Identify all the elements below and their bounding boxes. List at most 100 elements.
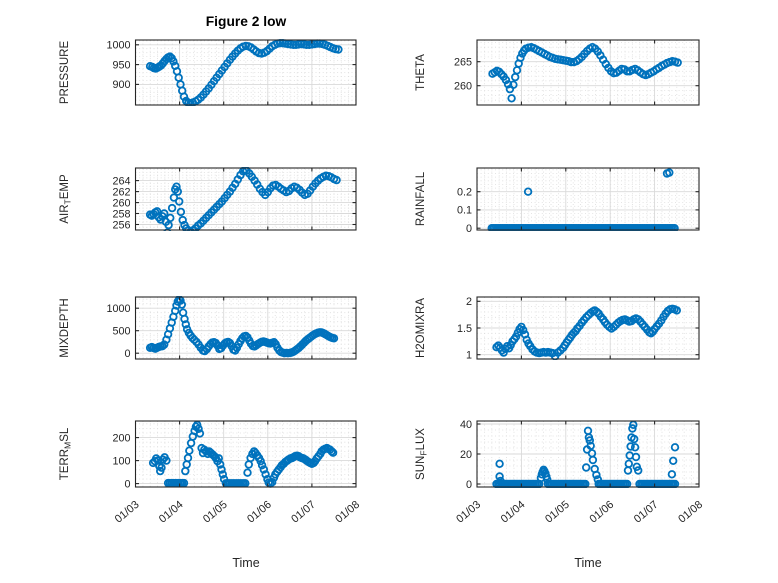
minor-grid xyxy=(477,168,699,230)
marker xyxy=(166,213,175,223)
marker xyxy=(495,459,504,468)
marker xyxy=(181,320,190,329)
marker xyxy=(626,442,635,451)
marker xyxy=(172,182,181,191)
marker xyxy=(503,80,513,89)
y-axis-label-part: EMP xyxy=(59,174,71,199)
minor-grid xyxy=(135,297,356,359)
marker xyxy=(163,228,172,231)
y-tick-label: 260 xyxy=(112,197,130,209)
data-points xyxy=(487,168,679,231)
axis-ticks xyxy=(135,40,356,105)
axis-ticks xyxy=(477,297,699,359)
axes-box xyxy=(476,39,700,106)
axes-box xyxy=(476,167,700,231)
y-tick-label: 0.2 xyxy=(457,187,472,199)
marker xyxy=(628,424,637,433)
marker xyxy=(670,443,680,452)
y-axis-label-part: AIR xyxy=(59,205,71,224)
marker xyxy=(631,452,641,462)
x-tick-label: 01/08 xyxy=(676,499,705,526)
marker xyxy=(215,460,225,469)
marker xyxy=(243,468,252,477)
y-tick-label: 200 xyxy=(112,432,130,444)
marker xyxy=(624,459,633,468)
marker xyxy=(516,53,525,62)
marker xyxy=(669,456,678,465)
y-axis-label-theta: THETA xyxy=(415,54,427,91)
axis-ticks xyxy=(135,421,356,487)
marker xyxy=(257,461,267,470)
y-axis-label-sunflux: SUNFLUX xyxy=(415,428,429,480)
data-points xyxy=(488,43,682,103)
y-tick-label: 260 xyxy=(454,81,472,93)
y-tick-label: 0 xyxy=(466,223,472,235)
x-tick-label: 01/05 xyxy=(201,499,230,526)
subplot-theta: 260 265 THETA xyxy=(415,39,700,106)
marker xyxy=(157,463,166,472)
y-axis-label-part: PRESSURE xyxy=(59,41,71,105)
y-tick-label: 100 xyxy=(112,455,130,467)
marker xyxy=(509,80,518,89)
marker xyxy=(189,335,199,344)
marker xyxy=(176,207,186,217)
marker xyxy=(170,306,180,316)
axis-ticks xyxy=(477,421,699,487)
marker xyxy=(507,94,516,103)
axes-box xyxy=(134,420,357,488)
y-axis-label-part: RAINFALL xyxy=(415,171,427,226)
marker xyxy=(519,325,528,335)
marker xyxy=(186,438,196,448)
y-axis-label-rainfall: RAINFALL xyxy=(415,171,427,226)
marker xyxy=(623,466,633,475)
marker xyxy=(181,466,190,476)
y-tick-label: 0 xyxy=(124,478,130,490)
marker xyxy=(158,342,167,351)
x-axis-label-right: Time xyxy=(574,556,601,570)
subplot-mixdepth: 0 500 1000 MIXDEPTH xyxy=(59,296,357,360)
axes-box xyxy=(134,167,357,231)
marker xyxy=(180,314,189,324)
axis-ticks xyxy=(477,40,699,105)
marker xyxy=(173,187,182,196)
marker xyxy=(169,57,178,66)
x-tick-label: 01/06 xyxy=(245,499,274,526)
y-axis-label-part: THETA xyxy=(415,54,427,91)
marker xyxy=(195,429,205,438)
marker xyxy=(592,307,602,317)
marker xyxy=(327,447,336,456)
y-tick-label: 264 xyxy=(112,175,130,187)
marker xyxy=(523,187,533,196)
y-axis-label-subscript: M xyxy=(63,442,73,449)
marker xyxy=(582,463,591,472)
marker xyxy=(177,300,186,309)
axes-box xyxy=(134,39,357,106)
marker xyxy=(588,455,598,465)
y-axis-label-part: MIXDEPTH xyxy=(59,298,71,357)
marker xyxy=(670,224,679,231)
marker xyxy=(667,470,677,479)
marker xyxy=(167,203,177,213)
x-axis-label-left: Time xyxy=(232,556,259,570)
y-tick-label: 2 xyxy=(466,296,472,308)
marker xyxy=(592,470,601,480)
y-tick-label: 0 xyxy=(124,348,130,360)
y-tick-label: 265 xyxy=(454,57,472,69)
y-tick-label: 900 xyxy=(112,79,130,91)
y-tick-label: 256 xyxy=(112,219,130,231)
marker xyxy=(185,446,194,455)
x-tick-label: 01/03 xyxy=(113,499,142,526)
marker xyxy=(217,465,226,474)
y-axis-label-h2omixra: H2OMIXRA xyxy=(415,298,427,358)
marker xyxy=(178,215,187,225)
marker xyxy=(630,443,640,452)
marker xyxy=(587,449,597,458)
marker xyxy=(634,466,643,475)
marker xyxy=(566,57,576,67)
x-tick-label: 01/06 xyxy=(587,499,616,526)
marker xyxy=(543,475,552,484)
y-tick-label: 0 xyxy=(466,479,472,491)
y-tick-label: 40 xyxy=(460,419,472,431)
